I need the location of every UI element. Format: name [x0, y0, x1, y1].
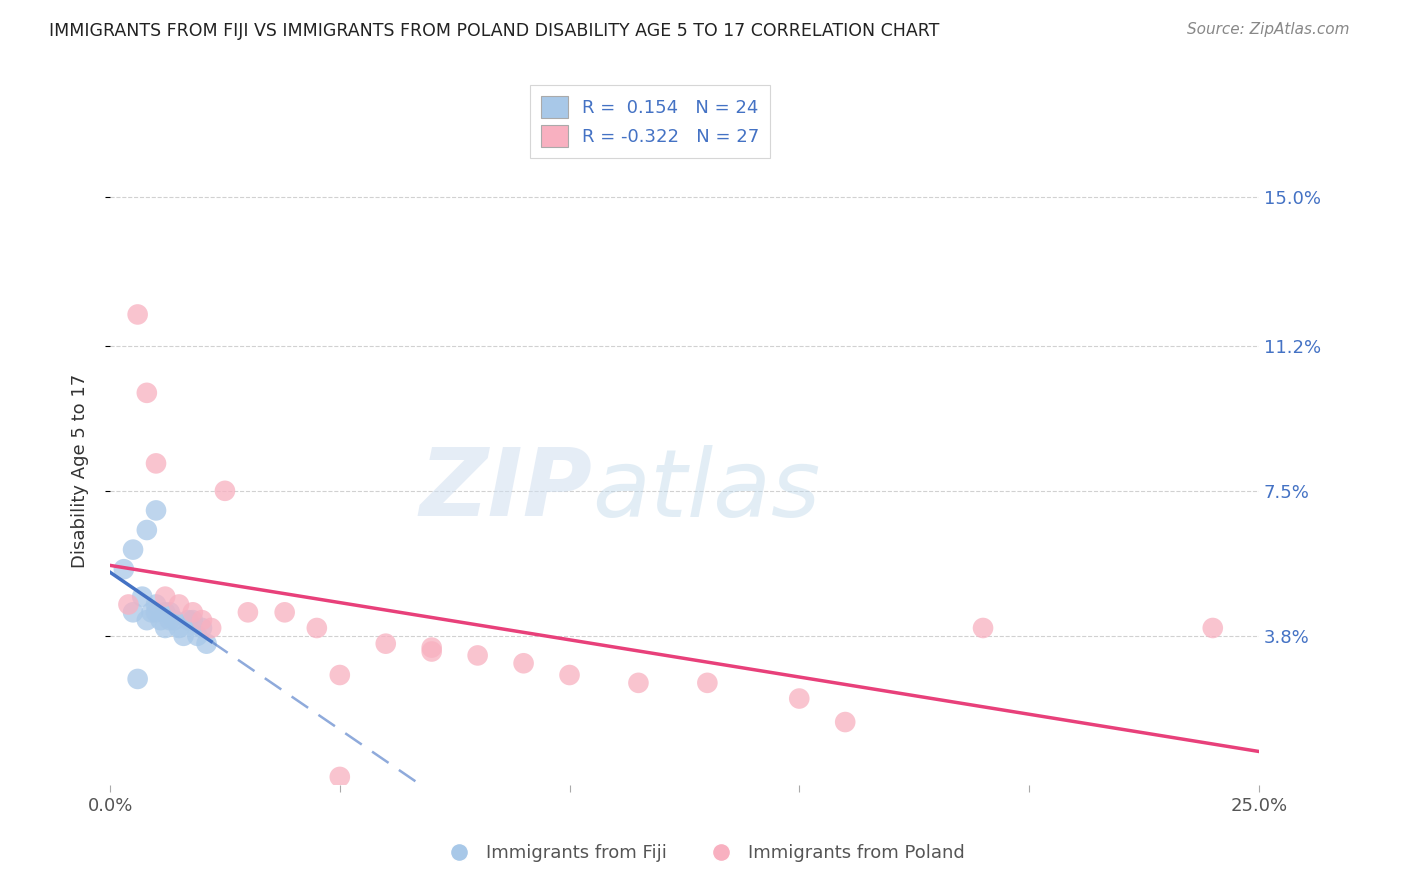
Text: IMMIGRANTS FROM FIJI VS IMMIGRANTS FROM POLAND DISABILITY AGE 5 TO 17 CORRELATIO: IMMIGRANTS FROM FIJI VS IMMIGRANTS FROM …: [49, 22, 939, 40]
Point: [558, 668, 581, 682]
Text: Source: ZipAtlas.com: Source: ZipAtlas.com: [1187, 22, 1350, 37]
Point: [696, 676, 718, 690]
Point: [167, 598, 190, 612]
Point: [834, 714, 856, 729]
Point: [236, 605, 259, 619]
Point: [155, 621, 177, 635]
Point: [181, 605, 204, 619]
Point: [191, 621, 214, 635]
Point: [141, 605, 163, 619]
Point: [787, 691, 810, 706]
Point: [374, 637, 396, 651]
Point: [135, 385, 157, 400]
Point: [420, 640, 443, 655]
Point: [149, 613, 172, 627]
Point: [191, 613, 214, 627]
Point: [159, 613, 181, 627]
Point: [512, 657, 534, 671]
Point: [329, 668, 352, 682]
Text: ZIP: ZIP: [419, 444, 592, 536]
Point: [145, 456, 167, 470]
Point: [131, 590, 153, 604]
Point: [127, 308, 149, 322]
Point: [155, 590, 177, 604]
Point: [181, 613, 204, 627]
Point: [420, 644, 443, 658]
Point: [145, 598, 167, 612]
Point: [155, 605, 177, 619]
Point: [467, 648, 489, 663]
Point: [273, 605, 295, 619]
Point: [972, 621, 994, 635]
Legend: Immigrants from Fiji, Immigrants from Poland: Immigrants from Fiji, Immigrants from Po…: [434, 838, 972, 870]
Point: [186, 629, 208, 643]
Point: [627, 676, 650, 690]
Point: [159, 605, 181, 619]
Point: [135, 613, 157, 627]
Point: [173, 629, 195, 643]
Point: [145, 503, 167, 517]
Point: [163, 613, 186, 627]
Point: [200, 621, 222, 635]
Point: [177, 613, 200, 627]
Point: [305, 621, 328, 635]
Point: [329, 770, 352, 784]
Point: [167, 621, 190, 635]
Point: [112, 562, 135, 576]
Point: [127, 672, 149, 686]
Point: [122, 542, 145, 557]
Point: [195, 637, 218, 651]
Legend: R =  0.154   N = 24, R = -0.322   N = 27: R = 0.154 N = 24, R = -0.322 N = 27: [530, 86, 770, 158]
Y-axis label: Disability Age 5 to 17: Disability Age 5 to 17: [72, 374, 89, 568]
Point: [145, 605, 167, 619]
Point: [122, 605, 145, 619]
Point: [1202, 621, 1225, 635]
Point: [135, 523, 157, 537]
Point: [117, 598, 139, 612]
Point: [214, 483, 236, 498]
Text: atlas: atlas: [592, 444, 821, 535]
